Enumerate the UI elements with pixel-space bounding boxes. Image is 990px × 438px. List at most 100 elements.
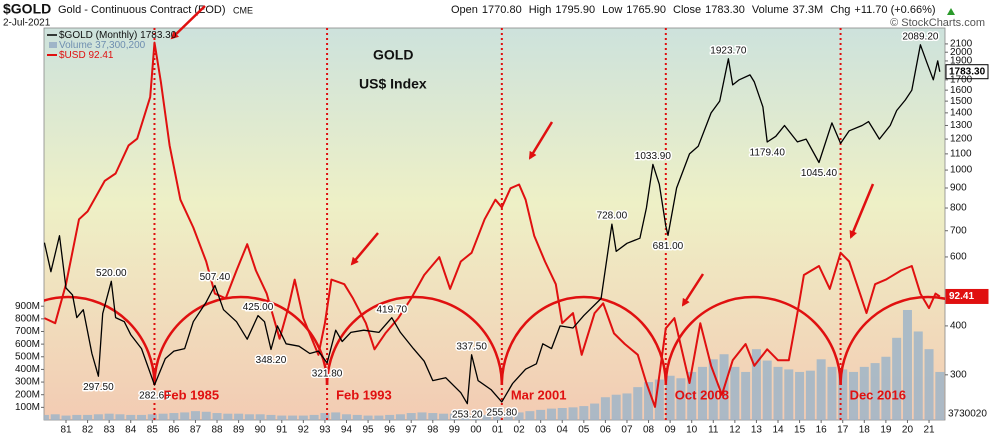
y-tick-label: 2000	[950, 47, 973, 58]
arrow	[350, 232, 379, 266]
y-tick-label: 300M	[15, 377, 40, 388]
value-label: 1923.70	[710, 45, 747, 56]
y-tick-label: 900M	[15, 301, 40, 312]
symbol: $GOLD	[3, 1, 51, 17]
x-tick-label: 95	[363, 425, 375, 436]
arrow	[170, 5, 206, 40]
volume-bar	[816, 359, 826, 420]
cycle-arc	[664, 295, 842, 386]
volume-bar	[449, 413, 459, 420]
arrows	[170, 5, 875, 307]
volume-bar	[374, 415, 384, 420]
value-label: 321.80	[312, 369, 343, 380]
volume-bar	[590, 403, 600, 420]
x-tick-label: 19	[880, 425, 892, 436]
series-line	[44, 44, 941, 405]
volume-bar	[158, 413, 168, 420]
volume-bar	[892, 337, 902, 420]
value-label: 1033.90	[635, 151, 672, 162]
volume-bar	[579, 406, 589, 420]
volume-bar	[525, 411, 535, 420]
x-tick-label: 91	[276, 425, 288, 436]
stats: Open 1770.80 High 1795.90 Low 1765.90 Close 178…	[451, 4, 936, 16]
x-tick-label: 12	[729, 425, 741, 436]
value-label: 728.00	[597, 211, 628, 222]
y-tick-label: 200M	[15, 389, 40, 400]
stat-name: Chg	[830, 4, 850, 16]
x-tick-label: 81	[60, 425, 72, 436]
volume-bar	[234, 413, 244, 420]
series-line	[44, 41, 941, 408]
stat-name: Open	[451, 4, 478, 16]
x-tick-label: 06	[600, 425, 612, 436]
annotation: US$ Index	[359, 76, 427, 92]
volume-bar	[827, 366, 837, 420]
volume-bar	[298, 415, 308, 420]
volume-bar	[697, 366, 707, 420]
plot-area	[43, 27, 946, 421]
volume-bar	[611, 394, 621, 420]
volume-bar	[83, 414, 93, 420]
volume-bar	[266, 414, 276, 420]
volume-bar	[406, 413, 416, 420]
x-tick-label: 89	[233, 425, 245, 436]
header: $GOLD Gold - Continuous Contract (EOD) C…	[3, 1, 985, 29]
volume-bar	[352, 414, 362, 420]
y-tick-label: 1300	[950, 120, 973, 131]
watermark: © StockCharts.com	[890, 17, 985, 29]
x-tick-label: 09	[665, 425, 677, 436]
x-tick-label: 01	[492, 425, 504, 436]
volume-bar	[190, 411, 200, 420]
volume-bar	[493, 415, 503, 420]
stat-name: Close	[673, 4, 701, 16]
x-tick-label: 20	[902, 425, 914, 436]
y-tick-label: 600	[950, 252, 967, 263]
legend: $GOLD (Monthly) 1783.30 Volume 37,300,20…	[47, 30, 177, 61]
value-label: 282.60	[139, 391, 170, 402]
value-label: 1179.40	[750, 148, 786, 159]
volume-bar	[385, 414, 395, 420]
volume-bar	[676, 378, 686, 420]
volume-bar	[482, 414, 492, 420]
x-tick-label: 00	[470, 425, 482, 436]
volume-bar	[600, 397, 610, 420]
cycle-layer	[44, 28, 945, 420]
volume-bar	[913, 331, 923, 420]
volume-bar	[665, 375, 675, 420]
x-tick-label: 18	[859, 425, 871, 436]
y-tick-label: 900	[950, 183, 967, 194]
x-tick-label: 10	[686, 425, 698, 436]
volume-bar	[244, 414, 254, 420]
volume-bar	[881, 356, 891, 420]
volume-bar	[363, 415, 373, 420]
volume-bar	[471, 414, 481, 420]
value-label: 253.20	[452, 409, 483, 420]
volume-bar	[115, 414, 125, 420]
cycle-label: Feb 1993	[336, 387, 392, 402]
value-label: 419.70	[377, 304, 408, 315]
y-tick-label: 100M	[15, 402, 40, 413]
volume-bar	[212, 413, 222, 420]
annotation: GOLD	[373, 47, 413, 63]
volume-bar	[50, 414, 60, 420]
x-tick-label: 21	[923, 425, 935, 436]
volume-bar	[784, 369, 794, 420]
value-label: 255.80	[487, 408, 518, 419]
subtitle: Gold - Continuous Contract (EOD)	[58, 4, 226, 16]
cycle-arc	[325, 295, 504, 386]
volume-bar	[849, 371, 859, 420]
cycle-label: Mar 2001	[511, 387, 567, 402]
y-tick-label: 500M	[15, 351, 40, 362]
volume-bar	[751, 349, 761, 420]
stat-value: 1765.90	[626, 4, 666, 16]
y-tick-label: 300	[950, 369, 967, 380]
stat-name: Volume	[752, 4, 789, 16]
cycle-label: Feb 1985	[163, 387, 219, 402]
volume-bar	[795, 371, 805, 420]
volume-bar	[169, 413, 179, 420]
x-tick-label: 17	[837, 425, 849, 436]
volume-bar	[773, 366, 783, 420]
volume-bar	[557, 407, 567, 420]
legend-entry: Volume 37,300,200	[59, 40, 146, 51]
label-layer: 92.41 297.50 520.00 282.60 507.40 425.00 348.2…	[82, 30, 989, 422]
